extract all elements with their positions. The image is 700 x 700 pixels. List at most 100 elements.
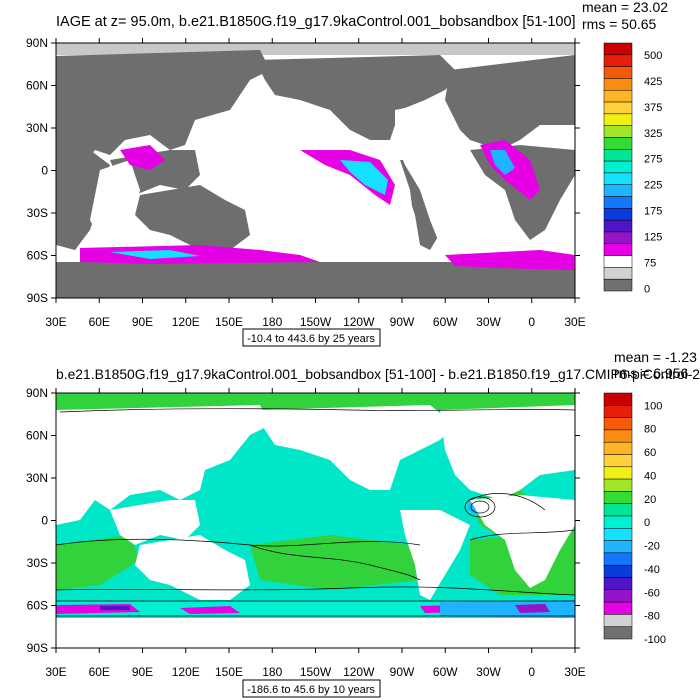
panel1-title: IAGE at z= 95.0m, b.e21.B1850G.f19_g17.9… bbox=[56, 14, 576, 30]
panel2-colorbar: 100 80 60 40 20 0 -20 -40 -60 -80 -100 bbox=[603, 392, 666, 646]
lat-tick-label: 90N bbox=[26, 36, 48, 50]
colorbar-label: 325 bbox=[644, 128, 662, 140]
colorbar-label: -60 bbox=[644, 587, 660, 599]
panel1-range-box bbox=[242, 328, 381, 347]
lon-tick-label: 60E bbox=[89, 315, 110, 329]
lat-tick-label: 30S bbox=[27, 556, 48, 570]
colorbar-label: -40 bbox=[644, 564, 660, 576]
colorbar-swatch bbox=[603, 66, 633, 79]
diff-land-antarctica bbox=[56, 618, 575, 648]
colorbar-label: 100 bbox=[644, 400, 662, 412]
lat-tick-label: 90S bbox=[27, 641, 48, 655]
lon-tick-label: 120E bbox=[172, 315, 200, 329]
colorbar-swatch bbox=[603, 160, 633, 174]
colorbar-swatch bbox=[603, 125, 633, 138]
colorbar-swatch bbox=[603, 278, 633, 292]
lon-tick-label: 0 bbox=[528, 665, 535, 679]
land-australia bbox=[135, 185, 250, 250]
lon-tick-label: 150W bbox=[300, 665, 332, 679]
lon-tick-label: 90W bbox=[390, 665, 415, 679]
lon-tick-label: 120W bbox=[343, 665, 375, 679]
lon-tick-label: 120W bbox=[343, 315, 375, 329]
ocean-pacific bbox=[215, 110, 415, 235]
colorbar-swatch bbox=[603, 491, 633, 504]
lon-tick-label: 150E bbox=[215, 315, 243, 329]
panel1-colorbar: 500 425 375 325 275 225 175 125 75 0 bbox=[603, 42, 662, 296]
colorbar-swatch bbox=[603, 466, 633, 480]
lat-tick-label: 0 bbox=[41, 164, 48, 178]
panel2-range-box bbox=[242, 679, 381, 698]
lon-tick-label: 30E bbox=[564, 315, 585, 329]
lat-tick-label: 30S bbox=[27, 206, 48, 220]
colorbar-label: 225 bbox=[644, 180, 662, 192]
colorbar-swatch bbox=[603, 626, 633, 640]
land-antarctica bbox=[56, 262, 575, 298]
colorbar-label: 425 bbox=[644, 76, 662, 88]
lat-tick-label: 60N bbox=[26, 429, 48, 443]
lon-tick-label: 150E bbox=[215, 665, 243, 679]
iage-blob-southern bbox=[80, 245, 320, 264]
diff-southern-dark-1 bbox=[100, 606, 130, 610]
colorbar-swatch bbox=[603, 441, 633, 455]
ocean-indian bbox=[90, 160, 140, 240]
diff-land-africa bbox=[470, 495, 575, 588]
colorbar-swatch bbox=[603, 528, 633, 541]
colorbar-swatch bbox=[603, 184, 633, 197]
panel2-range-note: -186.6 to 45.6 by 10 years bbox=[247, 684, 375, 696]
colorbar-swatch bbox=[603, 231, 633, 245]
colorbar-label: 125 bbox=[644, 232, 662, 244]
colorbar-swatch bbox=[603, 255, 633, 268]
iage-blob-southern-core bbox=[110, 250, 200, 259]
colorbar-swatch bbox=[603, 454, 633, 468]
iage-blob-eq-pacific-core bbox=[340, 160, 388, 195]
diff-land-north-america bbox=[255, 405, 455, 490]
diff-weddell-low bbox=[515, 604, 550, 613]
panel1-map bbox=[55, 42, 576, 299]
diff-patch-s-indian bbox=[56, 535, 140, 590]
panel1-mean: mean = 23.02 bbox=[582, 0, 668, 15]
diff-weddell-blue bbox=[440, 600, 575, 618]
lon-tick-label: 30E bbox=[45, 665, 66, 679]
colorbar-swatch bbox=[603, 564, 633, 578]
lon-tick-label: 30W bbox=[476, 665, 501, 679]
diff-contours bbox=[55, 408, 576, 617]
colorbar-swatch bbox=[603, 219, 633, 233]
colorbar-label: 175 bbox=[644, 206, 662, 218]
lat-tick-label: 0 bbox=[41, 514, 48, 528]
colorbar-swatch bbox=[603, 589, 633, 603]
colorbar-label: 80 bbox=[644, 424, 656, 436]
ocean-atlantic bbox=[395, 100, 480, 245]
colorbar-swatch bbox=[603, 42, 633, 56]
lon-tick-label: 30E bbox=[45, 315, 66, 329]
colorbar-swatch bbox=[603, 208, 633, 221]
lat-tick-label: 90S bbox=[27, 291, 48, 305]
colorbar-swatch bbox=[603, 392, 633, 406]
lon-tick-label: 90W bbox=[390, 315, 415, 329]
colorbar-label: 75 bbox=[644, 258, 656, 270]
colorbar-swatch bbox=[603, 89, 633, 103]
lat-tick-label: 60S bbox=[27, 599, 48, 613]
colorbar-swatch bbox=[603, 503, 633, 517]
colorbar-label: 375 bbox=[644, 102, 662, 114]
colorbar-swatch bbox=[603, 601, 633, 615]
panel2-mean: mean = -1.23 bbox=[614, 350, 697, 365]
colorbar-swatch bbox=[603, 149, 633, 162]
lon-tick-label: 90E bbox=[132, 665, 153, 679]
colorbar-label: 20 bbox=[644, 494, 656, 506]
land-eurasia-africa bbox=[56, 50, 270, 175]
colorbar-swatch bbox=[603, 577, 633, 591]
panel1-rms: rms = 50.65 bbox=[582, 16, 657, 32]
colorbar-swatch bbox=[603, 196, 633, 209]
panel1-range-note: -10.4 to 443.6 by 25 years bbox=[247, 333, 375, 345]
colorbar-label: -20 bbox=[644, 541, 660, 553]
lon-tick-label: 150W bbox=[300, 315, 332, 329]
land-south-asia bbox=[56, 150, 110, 250]
colorbar-swatch bbox=[603, 552, 633, 566]
lon-tick-label: 0 bbox=[528, 315, 535, 329]
diff-land-eurasia bbox=[56, 405, 270, 525]
panel2-axes: 90N 60N 30N 0 30S 60S 90S 30E 60E 90E 120E 150E 180 1… bbox=[26, 386, 586, 679]
lat-tick-label: 30N bbox=[26, 471, 48, 485]
iage-blob-indian bbox=[120, 145, 165, 170]
lat-tick-label: 90N bbox=[26, 386, 48, 400]
